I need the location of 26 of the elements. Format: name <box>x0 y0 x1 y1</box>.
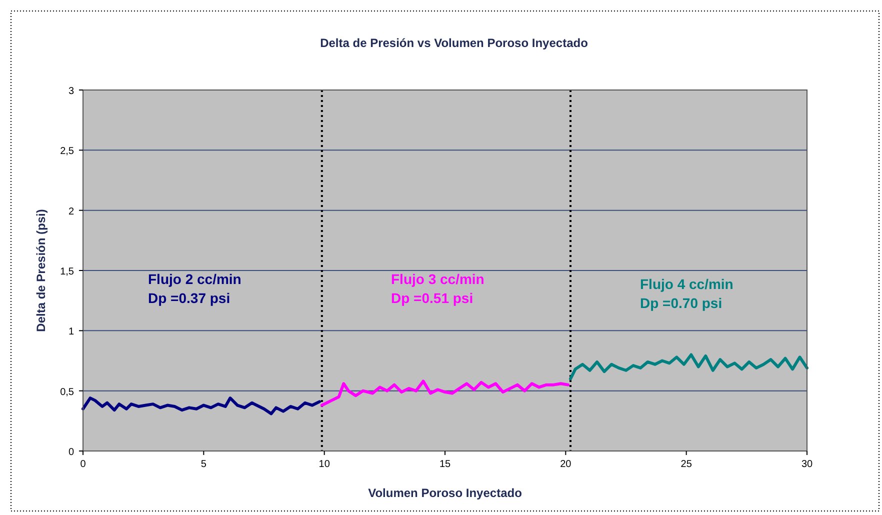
line-series <box>320 380 570 407</box>
y-tick-label: 2 <box>68 206 74 218</box>
annotation: Flujo 4 cc/min <box>640 276 734 292</box>
line-series <box>82 396 322 416</box>
annotation: Flujo 2 cc/min <box>148 271 242 287</box>
annotation: Dp =0.37 psi <box>148 290 230 306</box>
y-tick-label: 2,5 <box>60 146 74 158</box>
annotation: Dp =0.70 psi <box>640 295 722 311</box>
x-tick-label: 5 <box>200 459 207 470</box>
x-tick-label: 25 <box>680 459 692 470</box>
y-tick-label: 0,5 <box>60 386 74 398</box>
x-tick-label: 30 <box>801 459 813 470</box>
annotation: Flujo 3 cc/min <box>391 271 484 287</box>
chart-title: Delta de Presión vs Volumen Poroso Inyectado <box>320 36 588 50</box>
annotation: Dp =0.51 psi <box>391 290 474 306</box>
line-series <box>568 353 808 380</box>
x-tick-label: 15 <box>439 459 451 470</box>
y-tick-label: 1,5 <box>60 266 74 278</box>
x-tick-label: 0 <box>80 459 86 470</box>
x-tick-label: 20 <box>560 459 572 470</box>
y-tick-label: 3 <box>68 86 74 97</box>
y-tick-label: 1 <box>68 326 74 338</box>
y-axis-title: Delta de Presión (psi) <box>34 209 48 332</box>
y-tick-label: 0 <box>68 447 74 458</box>
x-axis-title: Volumen Poroso Inyectado <box>368 486 522 500</box>
x-tick-label: 10 <box>318 459 330 470</box>
